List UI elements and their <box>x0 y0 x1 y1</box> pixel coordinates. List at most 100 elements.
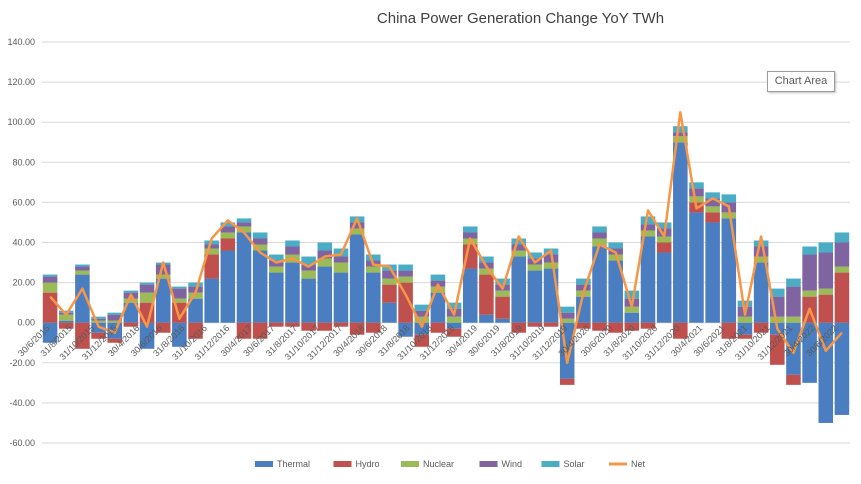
bar-nuclear <box>58 314 74 321</box>
bar-nuclear <box>333 262 349 273</box>
bar-hydro <box>155 322 171 333</box>
bar-nuclear <box>495 290 510 297</box>
bar-nuclear <box>802 290 817 297</box>
chart-title: China Power Generation Change YoY TWh <box>377 10 664 27</box>
legend-swatch-nuclear <box>401 461 419 467</box>
bar-nuclear <box>349 228 365 235</box>
bar-thermal <box>673 142 688 323</box>
bar-hydro <box>220 238 236 251</box>
bar-thermal <box>689 212 704 323</box>
y-tick-label: 40.00 <box>12 238 35 248</box>
y-tick-label: 100.00 <box>7 117 35 127</box>
bar-solar <box>834 232 850 243</box>
bar-solar <box>414 304 430 311</box>
bar-thermal <box>172 322 187 347</box>
bar-nuclear <box>172 298 187 303</box>
bar-nuclear <box>123 298 139 303</box>
bar-solar <box>220 222 236 227</box>
bar-nuclear <box>689 196 704 203</box>
bar-hydro <box>430 322 446 333</box>
bar-thermal <box>705 222 720 323</box>
bar-thermal <box>349 234 365 323</box>
bar-thermal <box>786 322 801 375</box>
bar-hydro <box>479 274 494 315</box>
bar-solar <box>479 256 494 263</box>
bar-wind <box>155 264 171 275</box>
legend-label-thermal: Thermal <box>277 459 310 469</box>
bar-wind <box>689 188 704 197</box>
bar-nuclear <box>543 262 559 269</box>
bar-thermal <box>802 322 817 383</box>
bar-thermal <box>737 322 753 335</box>
bar-solar <box>285 240 300 247</box>
bar-wind <box>640 224 656 231</box>
bar-solar <box>770 288 785 297</box>
bar-solar <box>366 254 381 261</box>
bar-solar <box>317 242 333 251</box>
bar-solar <box>188 282 203 287</box>
bar-hydro <box>527 322 543 327</box>
bar-nuclear <box>608 254 623 261</box>
bar-hydro <box>624 322 640 331</box>
bar-wind <box>172 288 187 299</box>
bar-hydro <box>543 322 559 327</box>
bar-thermal <box>592 246 607 323</box>
bar-thermal <box>42 322 58 343</box>
bar-nuclear <box>786 316 801 323</box>
bar-thermal <box>511 256 526 323</box>
bar-wind <box>382 270 397 279</box>
bar-nuclear <box>155 274 171 279</box>
bar-thermal <box>753 262 769 323</box>
bar-hydro <box>446 328 462 337</box>
legend-label-wind: Wind <box>502 459 523 469</box>
bar-thermal <box>382 302 397 323</box>
bar-solar <box>91 316 106 319</box>
y-tick-label: -40.00 <box>9 398 35 408</box>
bar-solar <box>786 278 801 287</box>
bar-solar <box>107 312 122 315</box>
bar-wind <box>349 222 365 229</box>
bar-thermal <box>398 322 413 337</box>
bar-solar <box>689 182 704 189</box>
bar-hydro <box>834 272 850 323</box>
legend-label-hydro: Hydro <box>356 459 380 469</box>
bar-hydro <box>608 322 623 333</box>
bar-hydro <box>236 322 252 339</box>
bar-nuclear <box>366 266 381 273</box>
bar-solar <box>656 222 672 229</box>
chart-area-tooltip: Chart Area <box>767 71 835 92</box>
bar-hydro <box>301 322 316 331</box>
bar-solar <box>75 264 90 267</box>
bar-solar <box>495 278 510 285</box>
y-tick-label: -60.00 <box>9 438 35 448</box>
bar-solar <box>624 290 640 299</box>
bar-wind <box>236 222 252 227</box>
bar-thermal <box>414 322 430 335</box>
bar-thermal <box>430 292 446 323</box>
bar-wind <box>753 246 769 257</box>
bar-wind <box>333 256 349 263</box>
bar-wind <box>559 312 575 319</box>
bar-hydro <box>252 322 268 339</box>
bar-thermal <box>446 322 462 329</box>
bar-thermal <box>495 318 510 323</box>
bar-solar <box>446 302 462 309</box>
bar-nuclear <box>624 306 640 313</box>
legend-label-net: Net <box>631 459 646 469</box>
y-tick-label: 140.00 <box>7 37 35 47</box>
bar-nuclear <box>269 266 284 273</box>
bar-nuclear <box>107 320 122 323</box>
bar-wind <box>462 232 478 239</box>
bar-nuclear <box>398 276 413 283</box>
legend-swatch-hydro <box>333 461 352 467</box>
bar-hydro <box>317 322 333 331</box>
bar-hydro <box>673 322 688 339</box>
bar-solar <box>301 256 316 265</box>
bar-solar <box>673 126 688 133</box>
legend-label-nuclear: Nuclear <box>423 459 454 469</box>
bar-nuclear <box>91 320 106 323</box>
bar-thermal <box>527 270 543 323</box>
bar-hydro <box>349 322 365 335</box>
bar-hydro <box>576 322 591 329</box>
bar-thermal <box>269 272 284 323</box>
